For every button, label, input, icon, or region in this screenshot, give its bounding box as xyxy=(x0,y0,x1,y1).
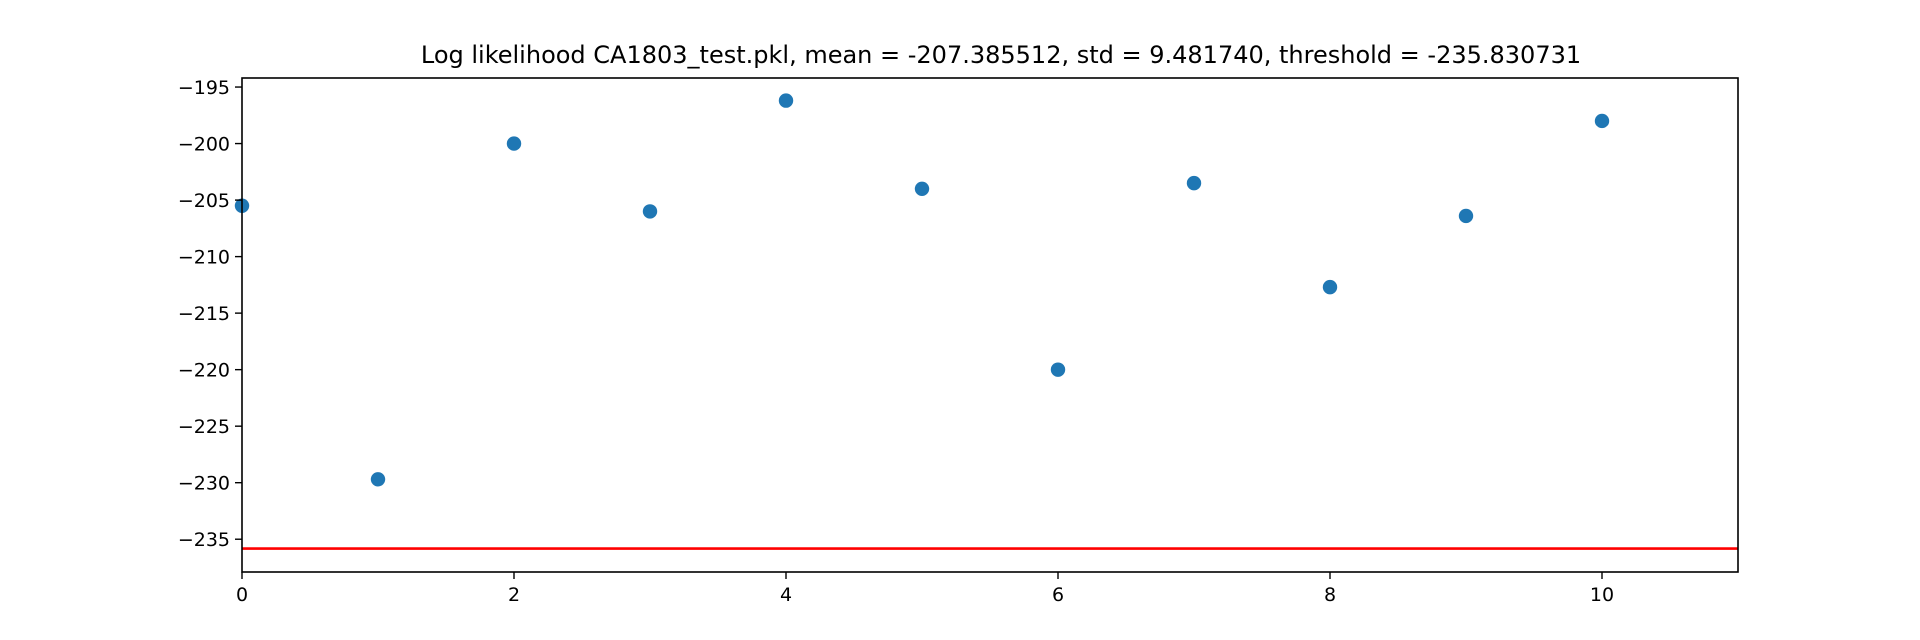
y-tick-label: −200 xyxy=(178,134,230,156)
y-tick-label: −225 xyxy=(178,416,230,438)
data-point xyxy=(506,136,522,151)
x-tick-label: 4 xyxy=(780,584,792,606)
chart-title: Log likelihood CA1803_test.pkl, mean = -… xyxy=(421,41,1581,69)
y-tick-label: −195 xyxy=(178,77,230,99)
x-tick-label: 2 xyxy=(508,584,520,606)
y-tick-label: −230 xyxy=(178,473,230,495)
y-tick-label: −235 xyxy=(178,529,230,551)
plot-area: 0 2 4 6 8 10 −195 −200 −205 −210 −215 −220 −225 −230 −… xyxy=(178,77,1739,606)
data-point xyxy=(1186,175,1202,191)
data-point xyxy=(1458,208,1474,224)
x-tick-label: 0 xyxy=(236,584,248,606)
x-tick-label: 8 xyxy=(1324,584,1336,606)
data-point xyxy=(1594,113,1610,129)
y-tick-label: −220 xyxy=(178,360,230,382)
axes-frame xyxy=(241,77,1739,573)
data-point xyxy=(1322,279,1338,295)
data-point xyxy=(778,93,794,108)
data-point xyxy=(914,181,930,196)
y-tick-label: −205 xyxy=(178,190,230,212)
x-tick-label: 10 xyxy=(1590,584,1614,606)
y-tick-label: −210 xyxy=(178,247,230,269)
data-point xyxy=(370,472,386,487)
data-point xyxy=(1050,362,1066,377)
data-point xyxy=(642,204,658,219)
y-tick-label: −215 xyxy=(178,303,230,325)
x-tick-label: 6 xyxy=(1052,584,1064,606)
